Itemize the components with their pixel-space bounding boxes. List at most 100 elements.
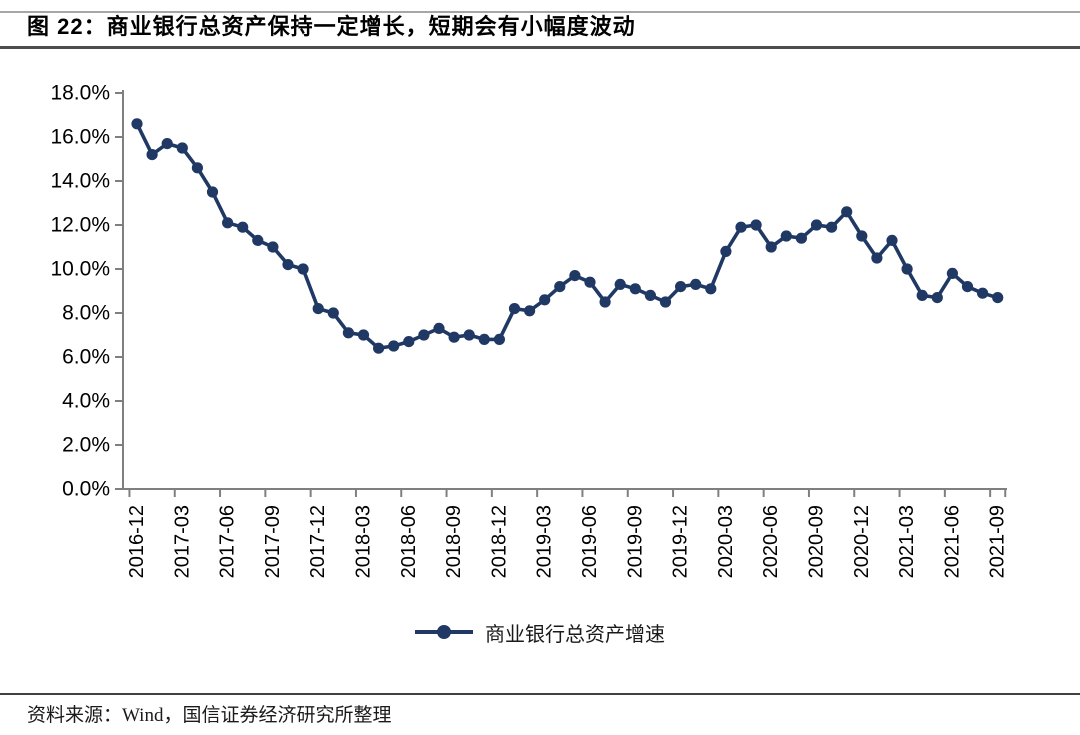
data-point: [720, 245, 732, 257]
x-tick-label: 2018-03: [353, 505, 375, 578]
data-point: [569, 270, 581, 282]
data-point: [524, 305, 536, 317]
data-point: [599, 296, 611, 308]
data-point: [146, 149, 158, 161]
y-tick-label: 12.0%: [50, 214, 110, 237]
data-point: [659, 296, 672, 308]
x-tick-label: 2020-09: [806, 505, 828, 578]
footer-rule: [0, 693, 1080, 695]
legend-label: 商业银行总资产增速: [485, 623, 665, 646]
data-point: [357, 329, 370, 341]
data-point: [901, 263, 913, 275]
x-tick-label: 2020-03: [715, 505, 737, 578]
data-point: [795, 232, 808, 244]
y-tick-label: 18.0%: [50, 82, 110, 105]
data-point: [312, 303, 324, 315]
data-point: [327, 307, 339, 319]
source-note: 资料来源：Wind，国信证券经济研究所整理: [27, 705, 392, 726]
x-tick-label: 2017-09: [262, 505, 284, 578]
data-point: [961, 281, 974, 293]
data-point: [765, 241, 777, 253]
x-tick-label: 2017-06: [217, 505, 239, 578]
data-point: [614, 278, 626, 290]
data-point: [478, 333, 490, 345]
x-tick-label: 2021-06: [941, 505, 963, 578]
y-tick-label: 16.0%: [50, 126, 110, 149]
data-point: [690, 278, 702, 290]
data-point: [871, 252, 883, 264]
data-point: [856, 230, 868, 242]
x-tick-label: 2018-12: [488, 505, 510, 578]
data-point: [810, 219, 823, 231]
x-tick-label: 2020-12: [851, 505, 873, 578]
y-tick-label: 0.0%: [62, 478, 110, 501]
data-point: [448, 331, 460, 343]
x-tick-label: 2016-12: [126, 505, 148, 578]
data-point: [131, 118, 143, 130]
legend-line-dot-marker: [415, 625, 473, 639]
y-tick-label: 2.0%: [62, 434, 110, 457]
data-point: [644, 289, 657, 301]
title-underline-rule: [0, 46, 1080, 49]
x-tick-label: 2021-03: [896, 505, 918, 578]
x-tick-label: 2018-09: [443, 505, 465, 578]
data-point: [388, 340, 400, 352]
data-point: [539, 294, 551, 306]
data-point: [252, 234, 264, 246]
legend-dot: [437, 625, 451, 639]
y-tick-label: 10.0%: [50, 258, 110, 281]
data-point: [176, 142, 188, 154]
chart-legend: 商业银行总资产增速: [0, 616, 1080, 648]
x-tick-label: 2021-09: [987, 505, 1009, 578]
data-point: [931, 292, 943, 304]
data-point: [403, 336, 415, 348]
series-line: [135, 122, 1000, 351]
x-tick-label: 2019-09: [624, 505, 646, 578]
x-tick-label: 2018-06: [398, 505, 420, 578]
data-point: [433, 322, 445, 334]
data-point: [418, 329, 430, 341]
data-point: [977, 287, 989, 299]
data-point: [373, 342, 385, 354]
data-point: [493, 333, 505, 345]
data-point: [629, 283, 641, 295]
figure-title: 图 22：商业银行总资产保持一定增长，短期会有小幅度波动: [27, 14, 636, 39]
data-point: [886, 234, 898, 246]
data-point: [780, 230, 792, 242]
x-tick-label: 2017-12: [307, 505, 329, 578]
data-point: [222, 217, 234, 229]
data-point: [675, 281, 687, 293]
data-point: [916, 289, 928, 301]
data-point: [584, 276, 596, 288]
data-point: [191, 162, 203, 174]
y-tick-label: 8.0%: [62, 302, 110, 325]
data-point: [554, 281, 566, 293]
data-point: [267, 241, 279, 253]
top-rule: [0, 11, 1080, 13]
x-tick-label: 2019-03: [534, 505, 556, 578]
x-tick-label: 2017-03: [171, 505, 193, 578]
data-point: [826, 221, 838, 233]
y-tick-label: 6.0%: [62, 346, 110, 369]
data-point: [463, 329, 475, 341]
y-tick-label: 14.0%: [50, 170, 110, 193]
data-point: [750, 219, 762, 231]
x-tick-label: 2019-12: [670, 505, 692, 578]
data-point: [841, 206, 853, 218]
x-tick-label: 2019-06: [579, 505, 601, 578]
data-point: [705, 283, 717, 295]
data-point: [946, 267, 959, 279]
data-point: [508, 303, 521, 315]
data-point: [735, 221, 747, 233]
data-point: [342, 327, 354, 339]
data-point: [992, 292, 1004, 304]
data-point: [237, 221, 249, 233]
data-point: [161, 138, 173, 150]
x-tick-label: 2020-06: [760, 505, 782, 578]
data-point: [206, 186, 219, 198]
data-point: [297, 263, 309, 275]
data-point: [282, 259, 294, 271]
y-tick-label: 4.0%: [62, 390, 110, 413]
